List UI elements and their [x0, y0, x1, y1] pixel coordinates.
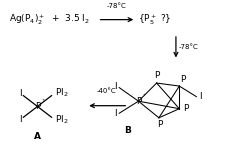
- Text: $^+$: $^+$: [41, 98, 47, 103]
- Text: P: P: [154, 71, 159, 80]
- Text: I: I: [114, 82, 116, 91]
- Text: I: I: [199, 92, 202, 101]
- Text: P: P: [180, 75, 186, 84]
- Text: P: P: [35, 102, 40, 111]
- Text: $^+$: $^+$: [142, 93, 147, 98]
- Text: $\bf{B}$: $\bf{B}$: [124, 124, 132, 135]
- Text: I: I: [19, 89, 22, 98]
- Text: P: P: [183, 104, 188, 113]
- Text: PI$_2$: PI$_2$: [55, 114, 69, 126]
- Text: PI$_2$: PI$_2$: [55, 87, 69, 99]
- Text: P: P: [157, 120, 163, 129]
- Text: -78°C: -78°C: [178, 44, 198, 50]
- Text: P: P: [136, 97, 141, 106]
- Text: I: I: [19, 115, 22, 124]
- Text: -78°C: -78°C: [107, 3, 127, 9]
- Text: $\bf{A}$: $\bf{A}$: [33, 130, 42, 141]
- Text: -40°C: -40°C: [97, 88, 116, 94]
- Text: Ag(P$_4$)$_2^+$  +  3.5 I$_2$: Ag(P$_4$)$_2^+$ + 3.5 I$_2$: [9, 13, 90, 27]
- Text: $\{$P$_5^+$ ?$\}$: $\{$P$_5^+$ ?$\}$: [138, 13, 172, 27]
- Text: I: I: [114, 109, 116, 118]
